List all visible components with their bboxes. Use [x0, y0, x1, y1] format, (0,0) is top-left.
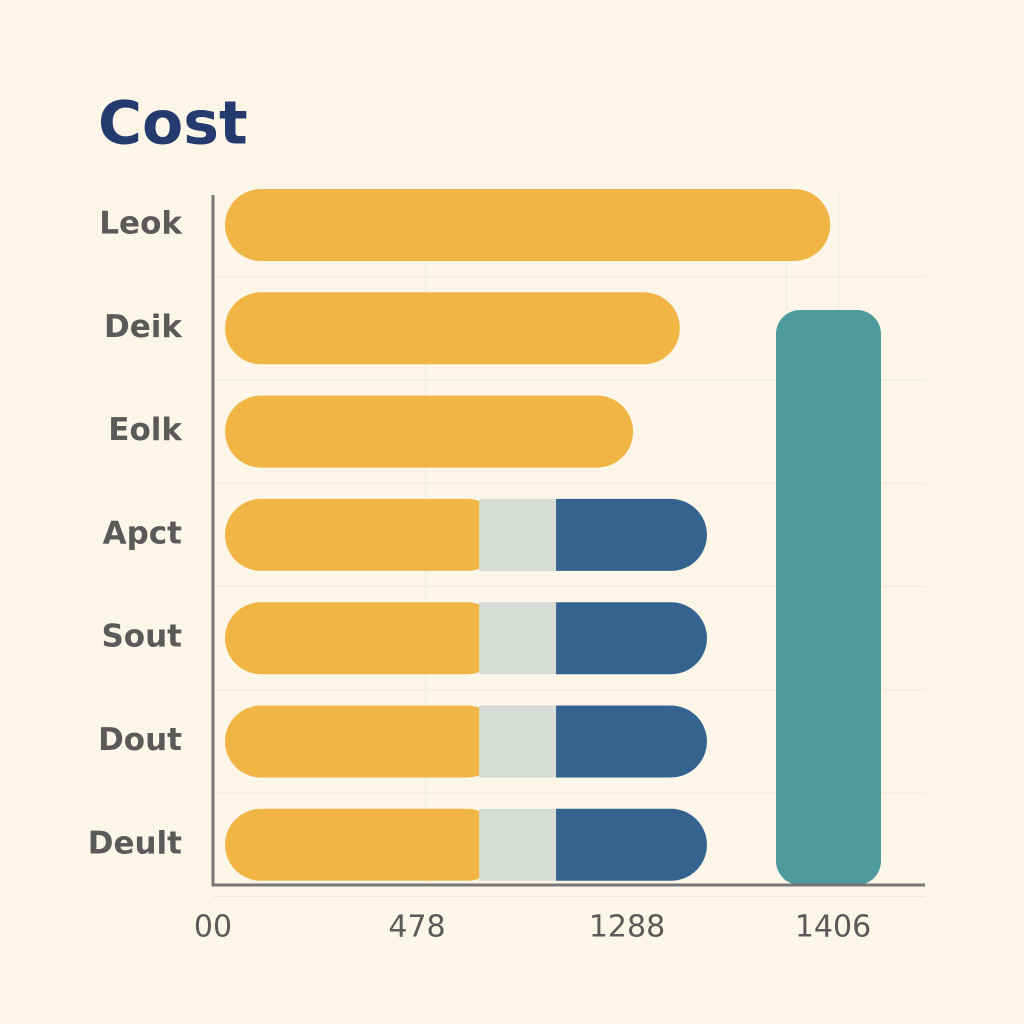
bar — [556, 498, 707, 571]
bar — [225, 395, 634, 468]
bar — [479, 705, 557, 778]
y-tick-label: Apct — [103, 515, 183, 551]
x-tick-label: 00 — [194, 910, 232, 945]
x-tick-label: 1288 — [589, 910, 665, 945]
y-tick-label: Sout — [101, 619, 182, 655]
bar — [225, 292, 680, 365]
y-tick-label: Eolk — [108, 412, 183, 448]
highlight-column — [776, 310, 881, 885]
y-tick-label: Deik — [104, 309, 183, 345]
bar — [479, 498, 557, 571]
bar — [225, 498, 504, 571]
x-tick-label: 1406 — [795, 910, 871, 945]
y-tick-label: Deult — [88, 825, 182, 861]
bar — [225, 602, 504, 675]
bar — [225, 189, 831, 261]
bar — [479, 602, 557, 675]
bar — [225, 808, 504, 881]
bar — [225, 705, 504, 778]
bars — [225, 189, 831, 881]
bar — [556, 602, 707, 675]
chart-title: Cost — [98, 89, 248, 159]
bar — [556, 705, 707, 778]
y-tick-label: Leok — [99, 206, 183, 242]
bar — [556, 808, 707, 881]
bar — [479, 808, 557, 881]
x-tick-label: 478 — [388, 910, 445, 945]
y-tick-label: Dout — [98, 722, 182, 758]
